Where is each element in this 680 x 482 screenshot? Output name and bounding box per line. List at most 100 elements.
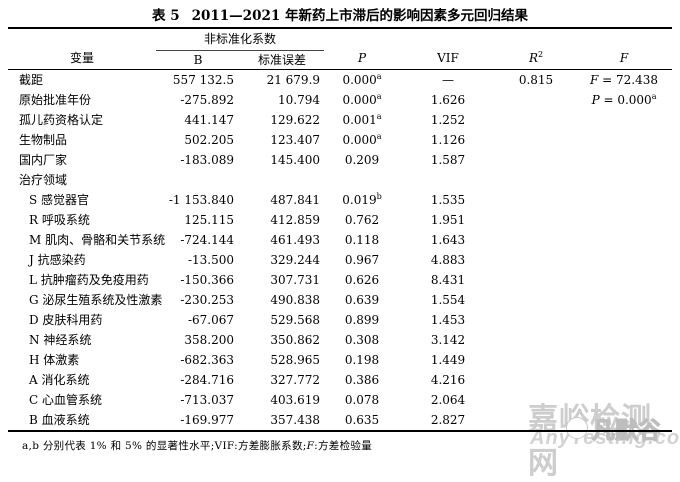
cell-p: 0.967 — [344, 253, 380, 267]
cell-variable: 治疗领域 — [19, 173, 68, 187]
cell-se: 487.841 — [270, 193, 321, 207]
table-row: H 体激素 -682.363 528.965 0.198 1.449 — [8, 350, 672, 370]
table-row: M 肌肉、骨骼和关节系统 -724.144 461.493 0.118 1.64… — [8, 230, 672, 250]
footnote-post: :方差检验量 — [314, 440, 373, 452]
cell-variable: 生物制品 — [19, 133, 68, 147]
footnote: a,b 分别代表 1% 和 5% 的显著性水平;VIF:方差膨胀系数;F:方差检… — [0, 432, 680, 453]
col-header-f: F — [619, 51, 629, 65]
cell-f — [576, 350, 672, 370]
cell-f — [576, 310, 672, 330]
cell-f — [576, 370, 672, 390]
cell-p: 0.019b — [342, 192, 382, 208]
cell-b: 557 132.5 — [172, 73, 234, 87]
cell-variable: 原始批准年份 — [19, 93, 92, 107]
cell-r2 — [496, 350, 576, 370]
cell-r2 — [496, 190, 576, 210]
cell-f — [576, 110, 672, 130]
cell-p: 0.118 — [344, 233, 380, 247]
cell-b: 441.147 — [184, 113, 234, 127]
cell-b: -1 153.840 — [168, 193, 234, 207]
cell-p: 0.000a — [342, 132, 382, 148]
cell-r2 — [496, 270, 576, 290]
cell-se: 357.438 — [270, 413, 321, 427]
cell-se: 129.622 — [270, 113, 321, 127]
table-row: L 抗肿瘤药及免疫用药 -150.366 307.731 0.626 8.431 — [8, 270, 672, 290]
col-header-r2: R2 — [528, 50, 544, 66]
cell-f — [576, 210, 672, 230]
cell-se: 327.772 — [270, 373, 321, 387]
cell-r2 — [496, 90, 576, 110]
cell-b: -169.977 — [180, 413, 234, 427]
cell-f — [576, 250, 672, 270]
cell-r2 — [496, 110, 576, 130]
cell-f — [576, 390, 672, 410]
footnote-f: F — [306, 440, 315, 452]
cell-r2 — [496, 290, 576, 310]
cell-p: 0.386 — [344, 373, 380, 387]
regression-table: 变量 非标准化系数 P VIF R2 F B 标准误差 截距 557 132.5… — [8, 27, 673, 432]
cell-vif: 1.554 — [430, 293, 466, 307]
cell-variable: 孤儿药资格认定 — [19, 113, 104, 127]
cell-b: -183.089 — [180, 153, 234, 167]
cell-vif: 1.449 — [430, 353, 466, 367]
cell-variable: 国内厂家 — [19, 153, 68, 167]
cell-vif: 1.535 — [430, 193, 466, 207]
cell-f — [576, 130, 672, 150]
cell-f — [576, 410, 672, 431]
cell-r2 — [496, 210, 576, 230]
cell-b: -67.067 — [187, 313, 234, 327]
table-row: D 皮肤科用药 -67.067 529.568 0.899 1.453 — [8, 310, 672, 330]
cell-b: -150.366 — [180, 273, 234, 287]
table-row: 原始批准年份 -275.892 10.794 0.000a 1.626 P = … — [8, 90, 672, 110]
col-header-b: B — [193, 53, 203, 67]
cell-vif: 1.643 — [430, 233, 466, 247]
table-row: 治疗领域 — [8, 170, 672, 190]
cell-f — [576, 290, 672, 310]
footnote-pre: a,b 分别代表 1% 和 5% 的显著性水平;VIF:方差膨胀系数; — [22, 440, 307, 452]
table-row: N 神经系统 358.200 350.862 0.308 3.142 — [8, 330, 672, 350]
table-row: 截距 557 132.5 21 679.9 0.000a — 0.815 F =… — [8, 70, 672, 91]
cell-p: 0.078 — [344, 393, 380, 407]
cell-vif: 4.216 — [430, 373, 466, 387]
cell-b: -230.253 — [180, 293, 234, 307]
cell-r2 — [496, 250, 576, 270]
cell-p: 0.001a — [342, 112, 382, 128]
table-row: G 泌尿生殖系统及性激素 -230.253 490.838 0.639 1.55… — [8, 290, 672, 310]
cell-r2 — [496, 230, 576, 250]
cell-se: 403.619 — [270, 393, 321, 407]
cell-p: 0.762 — [344, 213, 380, 227]
cell-f — [576, 270, 672, 290]
cell-vif: 1.453 — [430, 313, 466, 327]
cell-variable: M 肌肉、骨骼和关节系统 — [29, 233, 166, 247]
cell-vif: 1.951 — [430, 213, 466, 227]
cell-b — [156, 170, 240, 190]
cell-se — [240, 170, 324, 190]
cell-b: -682.363 — [180, 353, 234, 367]
cell-se: 307.731 — [270, 273, 321, 287]
cell-variable: R 呼吸系统 — [29, 213, 90, 227]
cell-se: 412.859 — [270, 213, 321, 227]
table-row: J 抗感染药 -13.500 329.244 0.967 4.883 — [8, 250, 672, 270]
cell-p: 0.639 — [344, 293, 380, 307]
cell-vif — [400, 170, 496, 190]
cell-se: 123.407 — [270, 133, 321, 147]
cell-p: 0.209 — [344, 153, 380, 167]
cell-variable: J 抗感染药 — [29, 253, 86, 267]
cell-vif: 1.626 — [430, 93, 466, 107]
cell-variable: S 感觉器官 — [29, 193, 90, 207]
cell-f: F = 72.438 — [590, 73, 659, 87]
cell-variable: D 皮肤科用药 — [29, 313, 103, 327]
cell-p: 0.000a — [342, 72, 382, 88]
cell-vif: 4.883 — [430, 253, 466, 267]
cell-variable: N 神经系统 — [29, 333, 92, 347]
cell-r2 — [496, 390, 576, 410]
cell-r2 — [496, 130, 576, 150]
cell-p — [324, 170, 400, 190]
cell-p: 0.000a — [342, 92, 382, 108]
table-row: R 呼吸系统 125.115 412.859 0.762 1.951 — [8, 210, 672, 230]
cell-se: 145.400 — [270, 153, 321, 167]
cell-se: 461.493 — [270, 233, 321, 247]
table-row: 国内厂家 -183.089 145.400 0.209 1.587 — [8, 150, 672, 170]
cell-variable: G 泌尿生殖系统及性激素 — [29, 293, 163, 307]
cell-f — [576, 230, 672, 250]
